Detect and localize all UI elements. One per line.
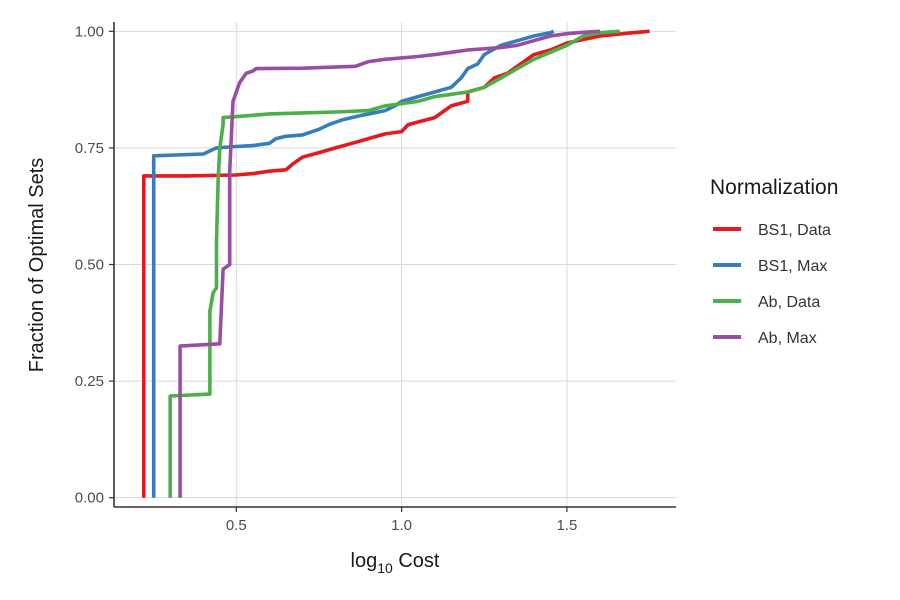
y-ticks: 0.00 0.25 0.50 0.75 1.00 [75, 23, 114, 507]
y-tick-label: 0.00 [75, 490, 104, 507]
y-axis-title: Fraction of Optimal Sets [26, 158, 48, 373]
x-axis-title: log10 Cost [351, 550, 440, 576]
legend-item-ab-data: Ab, Data [713, 294, 820, 311]
x-tick-label: 1.0 [391, 517, 412, 534]
y-tick-label: 0.75 [75, 140, 104, 157]
legend-item-ab-max: Ab, Max [713, 330, 817, 347]
legend-item-bs1-data: BS1, Data [713, 222, 831, 239]
legend-items: BS1, Data BS1, Max Ab, Data Ab, Max [713, 222, 831, 347]
series-lines [142, 29, 650, 498]
series-line-bs1-max [151, 29, 555, 498]
legend: Normalization BS1, Data BS1, Max Ab, Data A… [710, 176, 838, 347]
x-tick-label: 0.5 [226, 517, 247, 534]
x-ticks: 0.5 1.0 1.5 [226, 507, 577, 534]
legend-label: Ab, Data [758, 294, 820, 311]
series-line-ab-max [178, 29, 601, 498]
legend-title: Normalization [710, 176, 838, 199]
gridlines [114, 22, 676, 507]
y-tick-label: 0.50 [75, 257, 104, 274]
series-line-bs1-data [142, 29, 650, 498]
legend-item-bs1-max: BS1, Max [713, 258, 827, 275]
legend-label: BS1, Data [758, 222, 831, 239]
legend-label: Ab, Max [758, 330, 817, 347]
y-tick-label: 1.00 [75, 23, 104, 40]
x-tick-label: 1.5 [556, 517, 577, 534]
series-line-ab-data [168, 29, 620, 498]
y-tick-label: 0.25 [75, 373, 104, 390]
legend-label: BS1, Max [758, 258, 827, 275]
